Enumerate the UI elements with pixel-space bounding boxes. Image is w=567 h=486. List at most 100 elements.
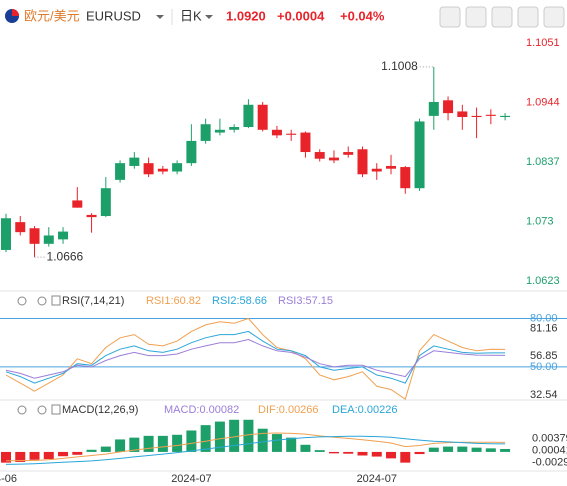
y-tick-label: 0.00041 [532,444,567,456]
histogram-bar [457,446,468,452]
close-button[interactable] [543,6,565,28]
indicator-button[interactable] [439,6,461,28]
candle-body [400,167,411,189]
y-tick-label: 56.85 [530,350,558,362]
histogram-bar [286,437,297,452]
candle-body [214,129,225,133]
candle-body [72,200,83,208]
price: 1.0920 [226,8,266,23]
panel-title: RSI(7,14,21) [62,295,124,307]
candle-body [157,168,168,172]
candle-body [100,188,111,217]
max-label: 1.1008 [381,59,418,73]
legend-entry: RSI2:58.66 [212,295,267,307]
histogram-bar [300,444,311,452]
histogram-bar [157,435,168,452]
candle-body [271,129,282,136]
indicator-line [5,317,506,400]
reference-label: 80.00 [530,312,558,324]
candle-body [200,124,211,141]
histogram-bar [29,451,40,460]
dropdown-arrow[interactable] [205,15,213,19]
histogram-bar [414,451,425,455]
candle-body [1,218,11,250]
candle-body [286,133,297,135]
candle-body [115,163,126,180]
histogram-bar [86,449,97,452]
expand-button[interactable] [517,6,539,28]
candle-body [129,157,140,166]
y-tick-label: 1.0944 [526,96,560,108]
candle-body [443,100,454,114]
histogram-bar [400,451,411,463]
histogram-bar [58,451,69,457]
histogram-bar [343,451,354,454]
menu-icon[interactable] [51,295,61,306]
period[interactable]: 日K [180,8,202,23]
draw-button[interactable] [465,6,487,28]
histogram-bar [428,447,439,452]
candle-body [357,149,368,175]
candle-body [257,104,268,130]
indicator-line [5,435,506,465]
candle-body [86,214,97,218]
histogram-bar [129,437,140,452]
histogram-bar [357,451,368,456]
histogram-bar [471,447,482,452]
histogram-bar [229,419,240,452]
candle-body [485,114,496,116]
histogram-bar [43,451,54,460]
histogram-bar [386,451,397,459]
eye-icon[interactable] [17,405,27,415]
x-tick-label: 2024-07 [357,473,397,485]
histogram-bar [72,451,83,455]
histogram-bar [214,421,225,452]
candle-body [343,152,354,155]
y-tick-label: 1.1051 [526,37,560,49]
histogram-bar [328,451,339,454]
candle-body [414,121,425,189]
y-tick-label: 81.16 [530,322,558,334]
y-tick-label: 0.00379 [532,432,567,444]
candle-body [43,235,54,244]
y-tick-label: 32.54 [530,389,558,401]
candle-body [229,127,240,130]
settings-button[interactable] [491,6,513,28]
histogram-bar [243,419,254,452]
menu-icon[interactable] [51,404,61,415]
toolbar [439,6,565,28]
flag-icon [5,9,19,23]
panel-title: MACD(12,26,9) [62,404,138,416]
reference-label: 50.00 [530,361,558,373]
candle-body [143,163,154,175]
min-label: 1.0666 [47,249,84,263]
histogram-bar [172,434,183,452]
eye-icon[interactable] [17,296,27,306]
settings-icon[interactable] [37,405,47,415]
histogram-bar [100,446,111,452]
candle-body [314,152,325,159]
candle-body [328,157,339,161]
indicator-line [5,338,506,379]
y-tick-label: 1.073 [526,215,554,227]
y-tick-label: 1.0623 [526,275,560,287]
candle-body [386,165,397,169]
candle-body [186,140,197,164]
histogram-bar [271,434,282,452]
legend-entry: RSI3:57.15 [278,295,333,307]
candle-body [15,222,26,233]
dropdown-arrow[interactable] [156,15,164,19]
change-percent: +0.04% [340,8,385,23]
legend-entry: DIF:0.00266 [258,404,319,416]
candle-body [243,104,254,128]
pair-name[interactable]: 欧元/美元 [24,8,80,23]
symbol[interactable]: EURUSD [86,8,141,23]
settings-icon[interactable] [37,296,47,306]
histogram-bar [485,448,496,452]
indicator-line [5,432,506,462]
histogram-bar [500,449,511,452]
legend-entry: DEA:0.00226 [332,404,397,416]
candle-body [457,111,468,117]
candle-body [471,115,482,117]
